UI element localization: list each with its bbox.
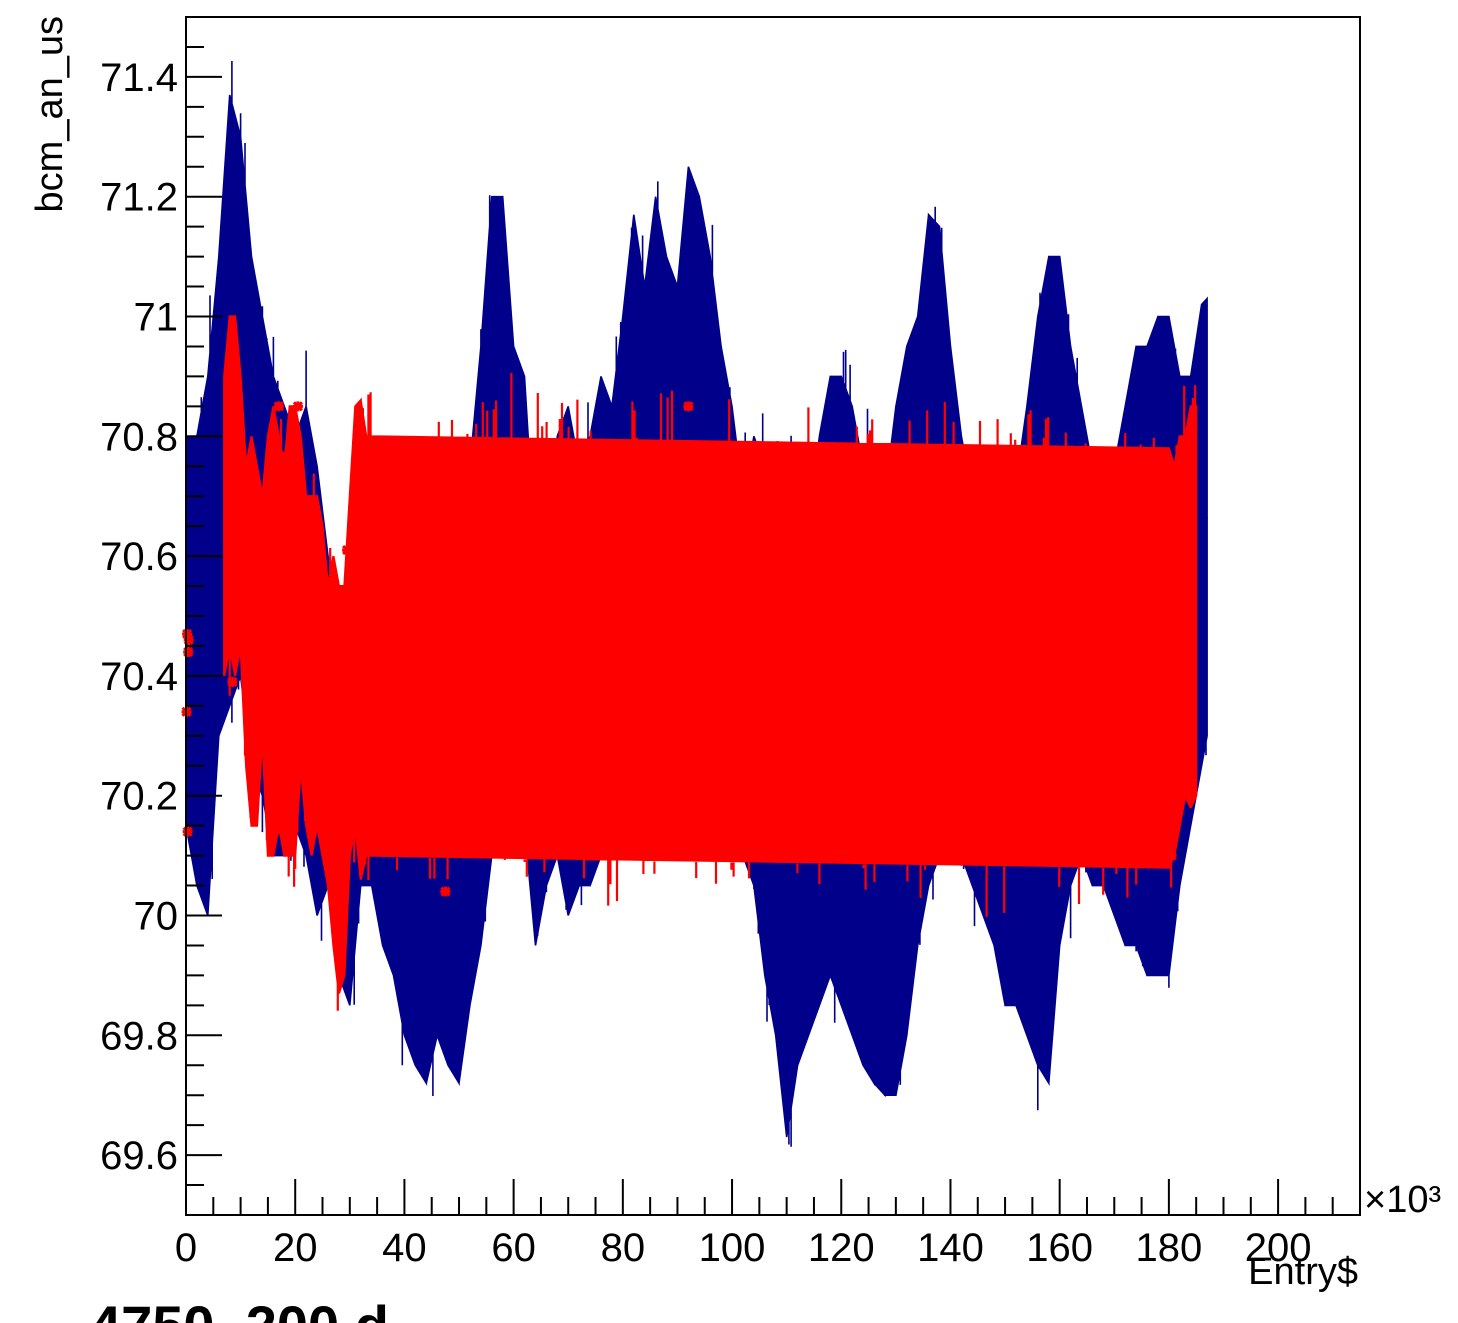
y-tick-label: 70.2	[100, 775, 178, 819]
y-tick-label: 70.4	[100, 655, 178, 699]
data-point	[440, 886, 451, 897]
data-point	[945, 449, 956, 460]
x-tick-label: 160	[1026, 1226, 1093, 1270]
x-axis-multiplier: ×10³	[1364, 1179, 1441, 1221]
x-tick-label: 180	[1136, 1226, 1203, 1270]
x-tick-label: 20	[273, 1226, 318, 1270]
data-point	[182, 826, 193, 837]
y-tick-label: 69.6	[100, 1134, 178, 1178]
y-axis-title: bcm_an_us	[29, 16, 71, 212]
x-tick-label: 40	[382, 1226, 427, 1270]
data-point	[227, 676, 238, 687]
plot-data-layer	[181, 61, 1209, 1147]
data-point	[683, 401, 694, 412]
x-tick-label: 80	[601, 1226, 646, 1270]
x-tick-label: 200	[1245, 1226, 1312, 1270]
tick-labels: 0 20 40 60 80 100 120 140 160 180 200 69.6 69.8 70 70.…	[100, 56, 1311, 1270]
y-tick-label: 71	[134, 296, 179, 340]
data-point	[273, 401, 284, 412]
data-point	[292, 401, 304, 412]
data-point	[182, 628, 193, 640]
axis-ticks	[185, 16, 1361, 1216]
series-band	[223, 315, 1198, 1011]
x-axis-title: Entry$	[1248, 1251, 1358, 1293]
data-point	[1166, 850, 1177, 861]
x-tick-label: 140	[917, 1226, 984, 1270]
y-tick-label: 70	[134, 895, 179, 939]
data-point	[183, 646, 194, 658]
series-1	[223, 315, 1198, 1011]
x-tick-label: 60	[491, 1226, 536, 1270]
y-tick-label: 71.2	[100, 176, 178, 220]
x-tick-label: 0	[175, 1226, 197, 1270]
y-tick-label: 69.8	[100, 1014, 178, 1058]
x-tick-label: 100	[699, 1226, 766, 1270]
y-tick-label: 70.6	[100, 535, 178, 579]
y-tick-label: 71.4	[100, 56, 178, 100]
data-point	[183, 634, 194, 646]
x-tick-label: 120	[808, 1226, 875, 1270]
y-tick-label: 70.8	[100, 415, 178, 459]
data-point	[852, 694, 863, 705]
data-point	[342, 545, 353, 556]
bottom-title-fragment: 4750_200 d	[90, 1294, 389, 1323]
